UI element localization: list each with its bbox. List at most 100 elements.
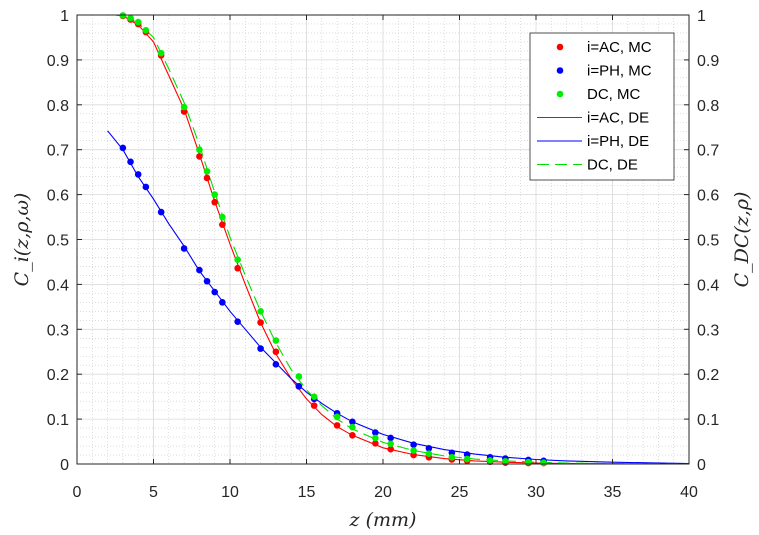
y-tick-label-right: 0.5 <box>697 233 719 250</box>
x-axis-label: z (mm) <box>349 509 417 531</box>
data-point-series-2 <box>310 393 318 400</box>
legend-label: i=AC, MC <box>587 39 652 56</box>
x-tick-label: 15 <box>298 484 316 501</box>
data-point-series-2 <box>134 18 142 26</box>
data-point-series-1 <box>425 444 433 452</box>
data-point-series-2 <box>127 14 134 22</box>
legend-label: DC, MC <box>587 86 640 103</box>
y-tick-label-right: 0.4 <box>697 277 719 294</box>
x-tick-label: 30 <box>527 484 545 501</box>
data-point-series-2 <box>219 213 226 221</box>
data-point-series-0 <box>387 445 394 453</box>
x-tick-label: 5 <box>149 484 158 501</box>
y-tick-label-right: 0.7 <box>697 143 719 160</box>
y-tick-label-right: 0.3 <box>697 322 719 339</box>
x-tick-label: 25 <box>451 484 469 501</box>
data-point-series-0 <box>257 319 264 326</box>
data-point-series-1 <box>387 434 394 442</box>
data-point-series-1 <box>142 183 150 191</box>
x-tick-label: 0 <box>73 484 82 501</box>
y-tick-labels-right: 0 0.1 0.2 0.3 0.4 0.5 0.6 0.7 0.8 0.9 1 <box>697 8 719 474</box>
data-point-series-2 <box>157 49 165 57</box>
series-line-5 <box>115 14 690 465</box>
data-point-series-2 <box>387 440 394 448</box>
legend-label: i=PH, DE <box>587 133 649 150</box>
data-point-series-2 <box>448 453 456 461</box>
data-point-series-1 <box>219 299 226 306</box>
data-point-series-2 <box>540 459 547 466</box>
legend-label: DC, DE <box>587 157 638 174</box>
data-point-series-1 <box>180 245 188 252</box>
data-point-series-2 <box>180 103 188 111</box>
series-markers <box>119 12 547 467</box>
data-point-series-2 <box>502 458 509 465</box>
data-point-series-2 <box>211 191 218 198</box>
y-axis-label-right: C_DC(z,ρ) <box>731 192 753 288</box>
legend: i=AC, MC i=PH, MC DC, MC i=AC, DE i=PH, DE DC… <box>529 32 675 181</box>
data-point-series-1 <box>203 277 211 285</box>
y-tick-label-left: 0.4 <box>47 277 69 294</box>
data-point-series-2 <box>196 146 203 153</box>
y-tick-label-left: 0.6 <box>47 188 69 205</box>
data-point-series-0 <box>203 174 211 182</box>
y-tick-label-right: 0.1 <box>697 412 719 429</box>
data-point-series-0 <box>272 348 280 356</box>
data-point-series-1 <box>119 144 127 152</box>
y-tick-label-left: 0.3 <box>47 322 69 339</box>
y-tick-label-right: 1 <box>697 8 706 25</box>
y-tick-label-left: 0.8 <box>47 98 69 115</box>
data-point-series-1 <box>410 441 417 448</box>
data-point-series-2 <box>257 308 264 315</box>
data-point-series-2 <box>295 373 303 380</box>
data-point-series-2 <box>463 455 471 463</box>
data-point-series-0 <box>196 153 203 160</box>
y-tick-label-right: 0.2 <box>697 367 719 384</box>
data-point-series-1 <box>234 318 241 325</box>
data-point-series-2 <box>272 337 280 344</box>
data-point-series-2 <box>349 423 356 431</box>
data-point-series-2 <box>486 457 494 464</box>
x-tick-label: 10 <box>221 484 239 501</box>
data-point-series-2 <box>410 447 417 454</box>
data-point-series-0 <box>333 422 341 429</box>
x-tick-labels: 0 5 10 15 20 25 30 35 40 <box>73 484 698 501</box>
data-point-series-0 <box>234 264 241 272</box>
legend-marker <box>556 90 564 98</box>
y-tick-label-left: 0.2 <box>47 367 69 384</box>
legend-label: i=PH, MC <box>587 63 652 80</box>
data-point-series-1 <box>257 345 264 352</box>
data-point-series-2 <box>234 256 241 264</box>
y-tick-label-right: 0.9 <box>697 53 719 70</box>
legend-label: i=AC, DE <box>587 110 649 127</box>
y-tick-label-left: 0.9 <box>47 53 69 70</box>
x-tick-label: 35 <box>604 484 622 501</box>
data-point-series-0 <box>211 198 218 206</box>
data-point-series-1 <box>372 429 379 436</box>
y-tick-labels-left: 0 0.1 0.2 0.3 0.4 0.5 0.6 0.7 0.8 0.9 1 <box>47 8 69 474</box>
x-tick-label: 20 <box>374 484 392 501</box>
data-point-series-1 <box>272 361 280 368</box>
data-point-series-0 <box>349 431 356 439</box>
y-tick-label-left: 0.7 <box>47 143 69 160</box>
data-point-series-0 <box>310 402 318 409</box>
data-point-series-1 <box>157 208 165 216</box>
y-tick-label-right: 0.8 <box>697 98 719 115</box>
data-point-series-1 <box>349 418 356 426</box>
y-tick-label-left: 0 <box>60 457 69 474</box>
data-point-series-1 <box>127 158 134 166</box>
data-point-series-2 <box>203 167 211 175</box>
y-tick-label-left: 1 <box>60 8 69 25</box>
data-point-series-0 <box>219 221 226 228</box>
y-axis-label-left: C_i(z,ρ,ω) <box>11 193 33 287</box>
legend-marker <box>556 67 564 74</box>
data-point-series-1 <box>211 288 218 296</box>
data-point-series-2 <box>142 26 150 34</box>
legend-box <box>529 32 675 181</box>
data-point-series-2 <box>525 458 532 466</box>
y-tick-label-left: 0.1 <box>47 412 69 429</box>
data-point-series-1 <box>295 383 303 390</box>
y-tick-label-left: 0.5 <box>47 233 69 250</box>
y-tick-label-right: 0.6 <box>697 188 719 205</box>
y-tick-label-right: 0 <box>697 457 706 474</box>
